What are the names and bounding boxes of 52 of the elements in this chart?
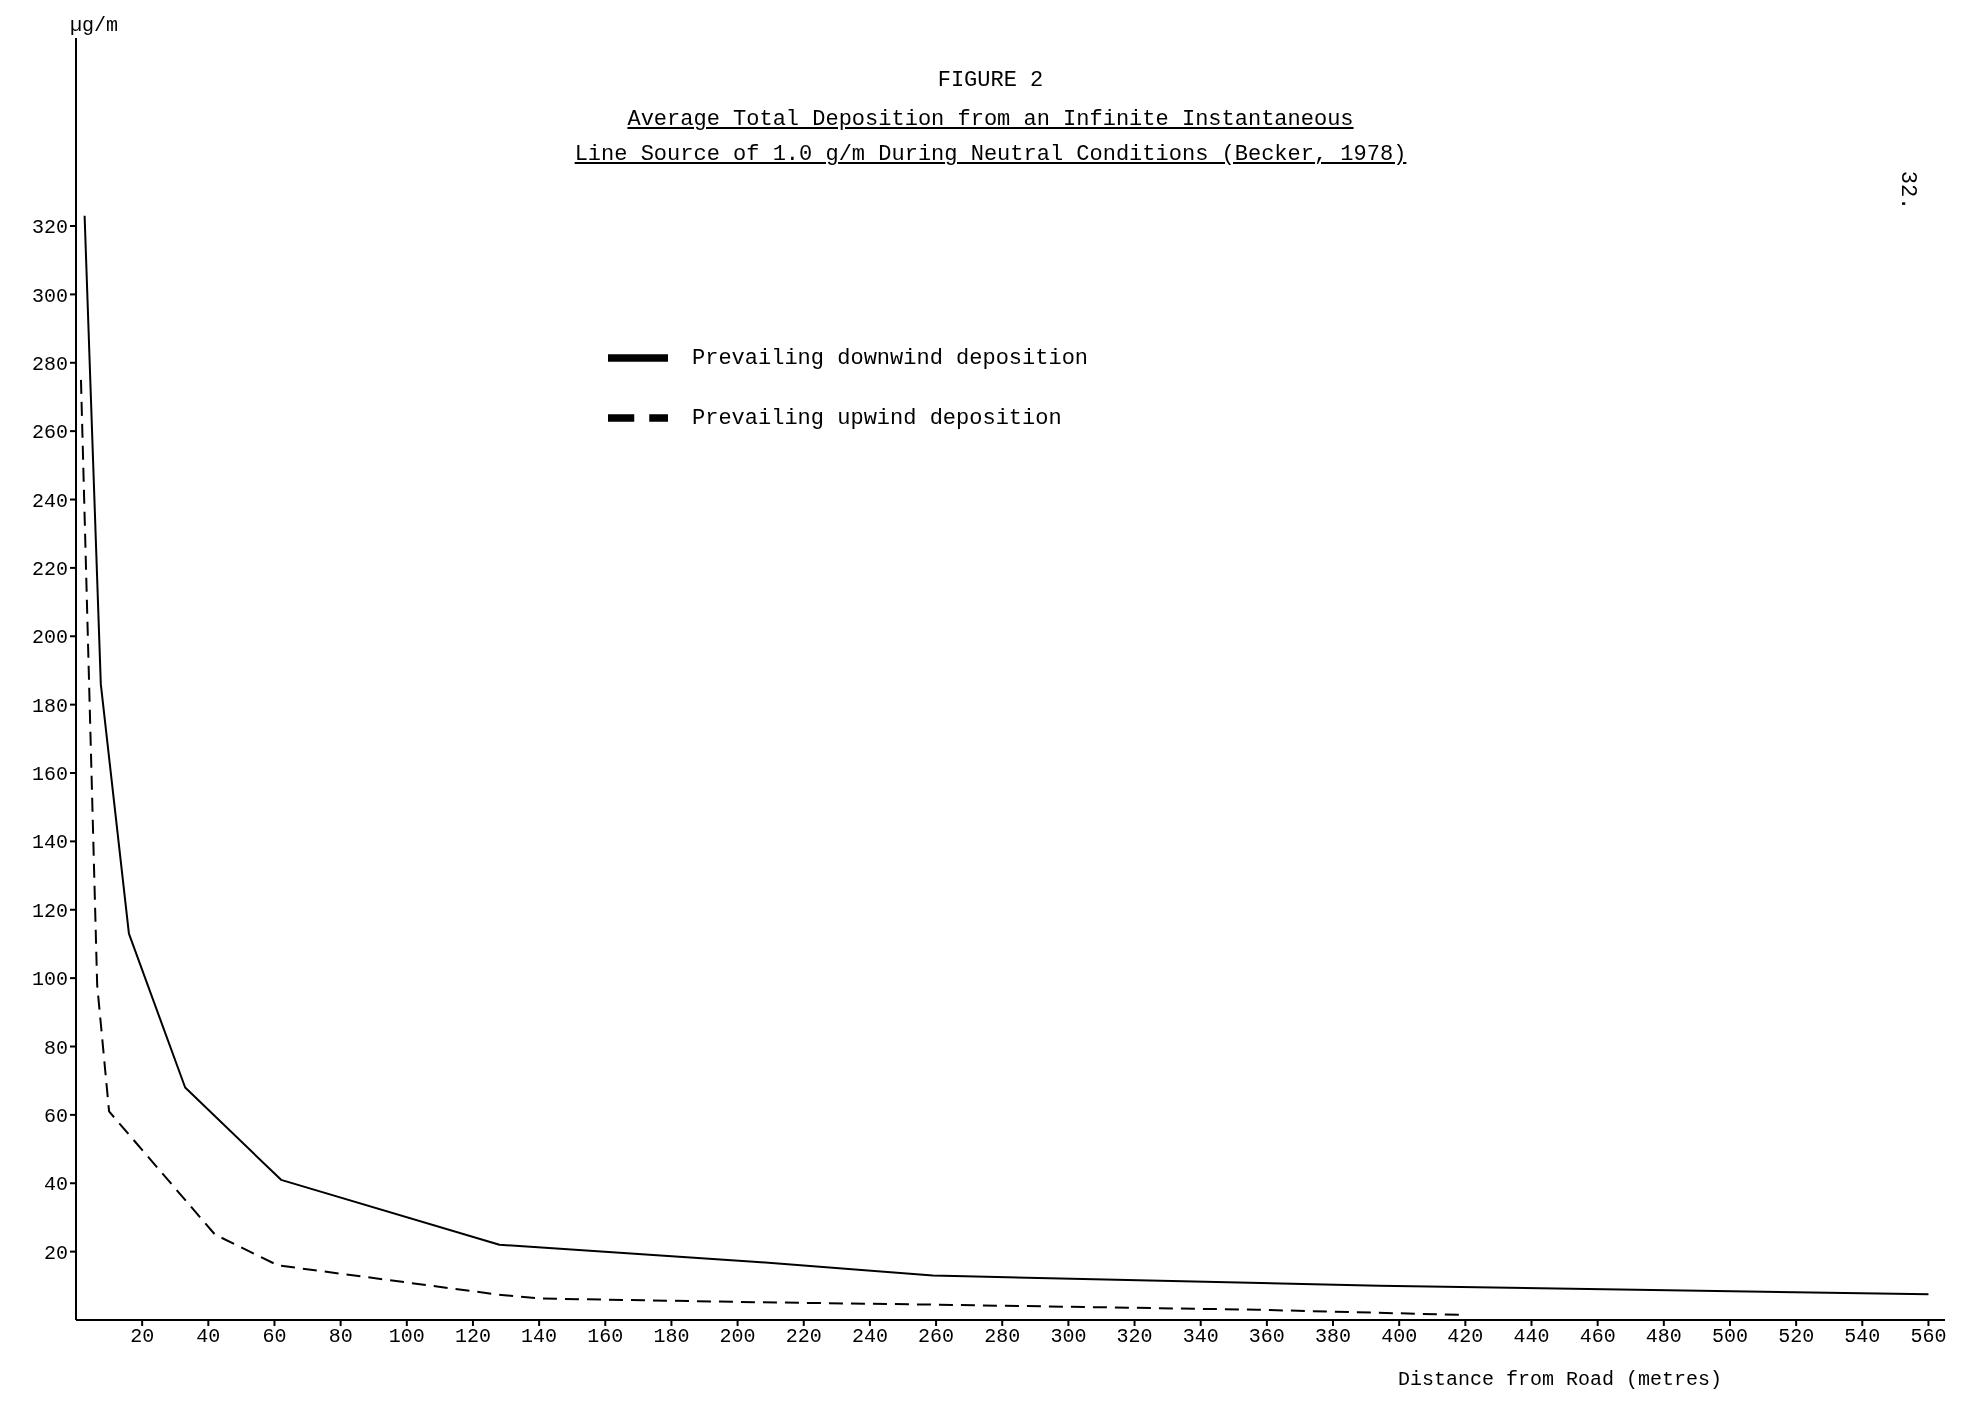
y-tick-label: 320 [31,216,68,240]
x-tick-label: 160 [587,1325,624,1349]
x-tick-label: 440 [1513,1325,1550,1349]
y-tick-label: 80 [43,1036,68,1060]
x-tick-label: 40 [196,1325,221,1349]
x-tick-label: 80 [328,1325,353,1349]
y-axis-title: µg/m [70,14,119,37]
x-tick-label: 140 [521,1325,558,1349]
x-tick-label: 280 [984,1325,1021,1349]
x-tick-label: 360 [1248,1325,1285,1349]
y-tick-label: 100 [31,968,68,992]
text: FIGURE 2 [936,68,1045,93]
y-tick-label: 220 [31,557,68,581]
x-tick-label: 400 [1381,1325,1418,1349]
x-tick-label: 460 [1579,1325,1616,1349]
x-tick-label: 60 [262,1325,287,1349]
y-tick-label: 120 [31,899,68,923]
y-tick-label: 60 [43,1104,68,1128]
x-tick-label: 180 [653,1325,690,1349]
y-tick-label: 160 [31,763,68,787]
x-tick-label: 200 [719,1325,756,1349]
y-tick-label: 240 [31,489,68,513]
y-tick-label: 300 [31,284,68,308]
x-tick-label: 320 [1116,1325,1153,1349]
x-tick-label: 300 [1050,1325,1087,1349]
x-tick-label: 340 [1182,1325,1219,1349]
y-tick-label: 40 [43,1173,68,1197]
x-tick-label: 540 [1844,1325,1881,1349]
x-axis-title: Distance from Road (metres) [1398,1368,1723,1391]
text: Average Total Deposition from an Infinite Instantaneous Line Source of 1.0 g/m During Neutral Conditions (Becker, 1978) [574,107,1407,167]
annotation: 32. [1895,170,1921,211]
x-tick-label: 380 [1315,1325,1352,1349]
x-tick-label: 520 [1778,1325,1815,1349]
x-tick-label: 500 [1711,1325,1748,1349]
legend-label: Prevailing downwind deposition [692,345,1089,371]
y-tick-label: 140 [31,831,68,855]
y-tick-label: 280 [31,352,68,376]
y-tick-label: 260 [31,421,68,445]
x-tick-label: 100 [388,1325,425,1349]
x-tick-label: 20 [130,1325,155,1349]
x-tick-label: 560 [1910,1325,1947,1349]
x-tick-label: 260 [918,1325,955,1349]
x-tick-label: 120 [454,1325,491,1349]
x-tick-label: 220 [785,1325,822,1349]
line-series [83,214,1930,1296]
y-tick-label: 20 [43,1241,68,1265]
y-tick-label: 180 [31,694,68,718]
x-tick-label: 480 [1645,1325,1682,1349]
x-tick-label: 240 [851,1325,888,1349]
x-tick-label: 420 [1447,1325,1484,1349]
legend-label: Prevailing upwind deposition [692,405,1062,431]
y-tick-label: 200 [31,626,68,650]
